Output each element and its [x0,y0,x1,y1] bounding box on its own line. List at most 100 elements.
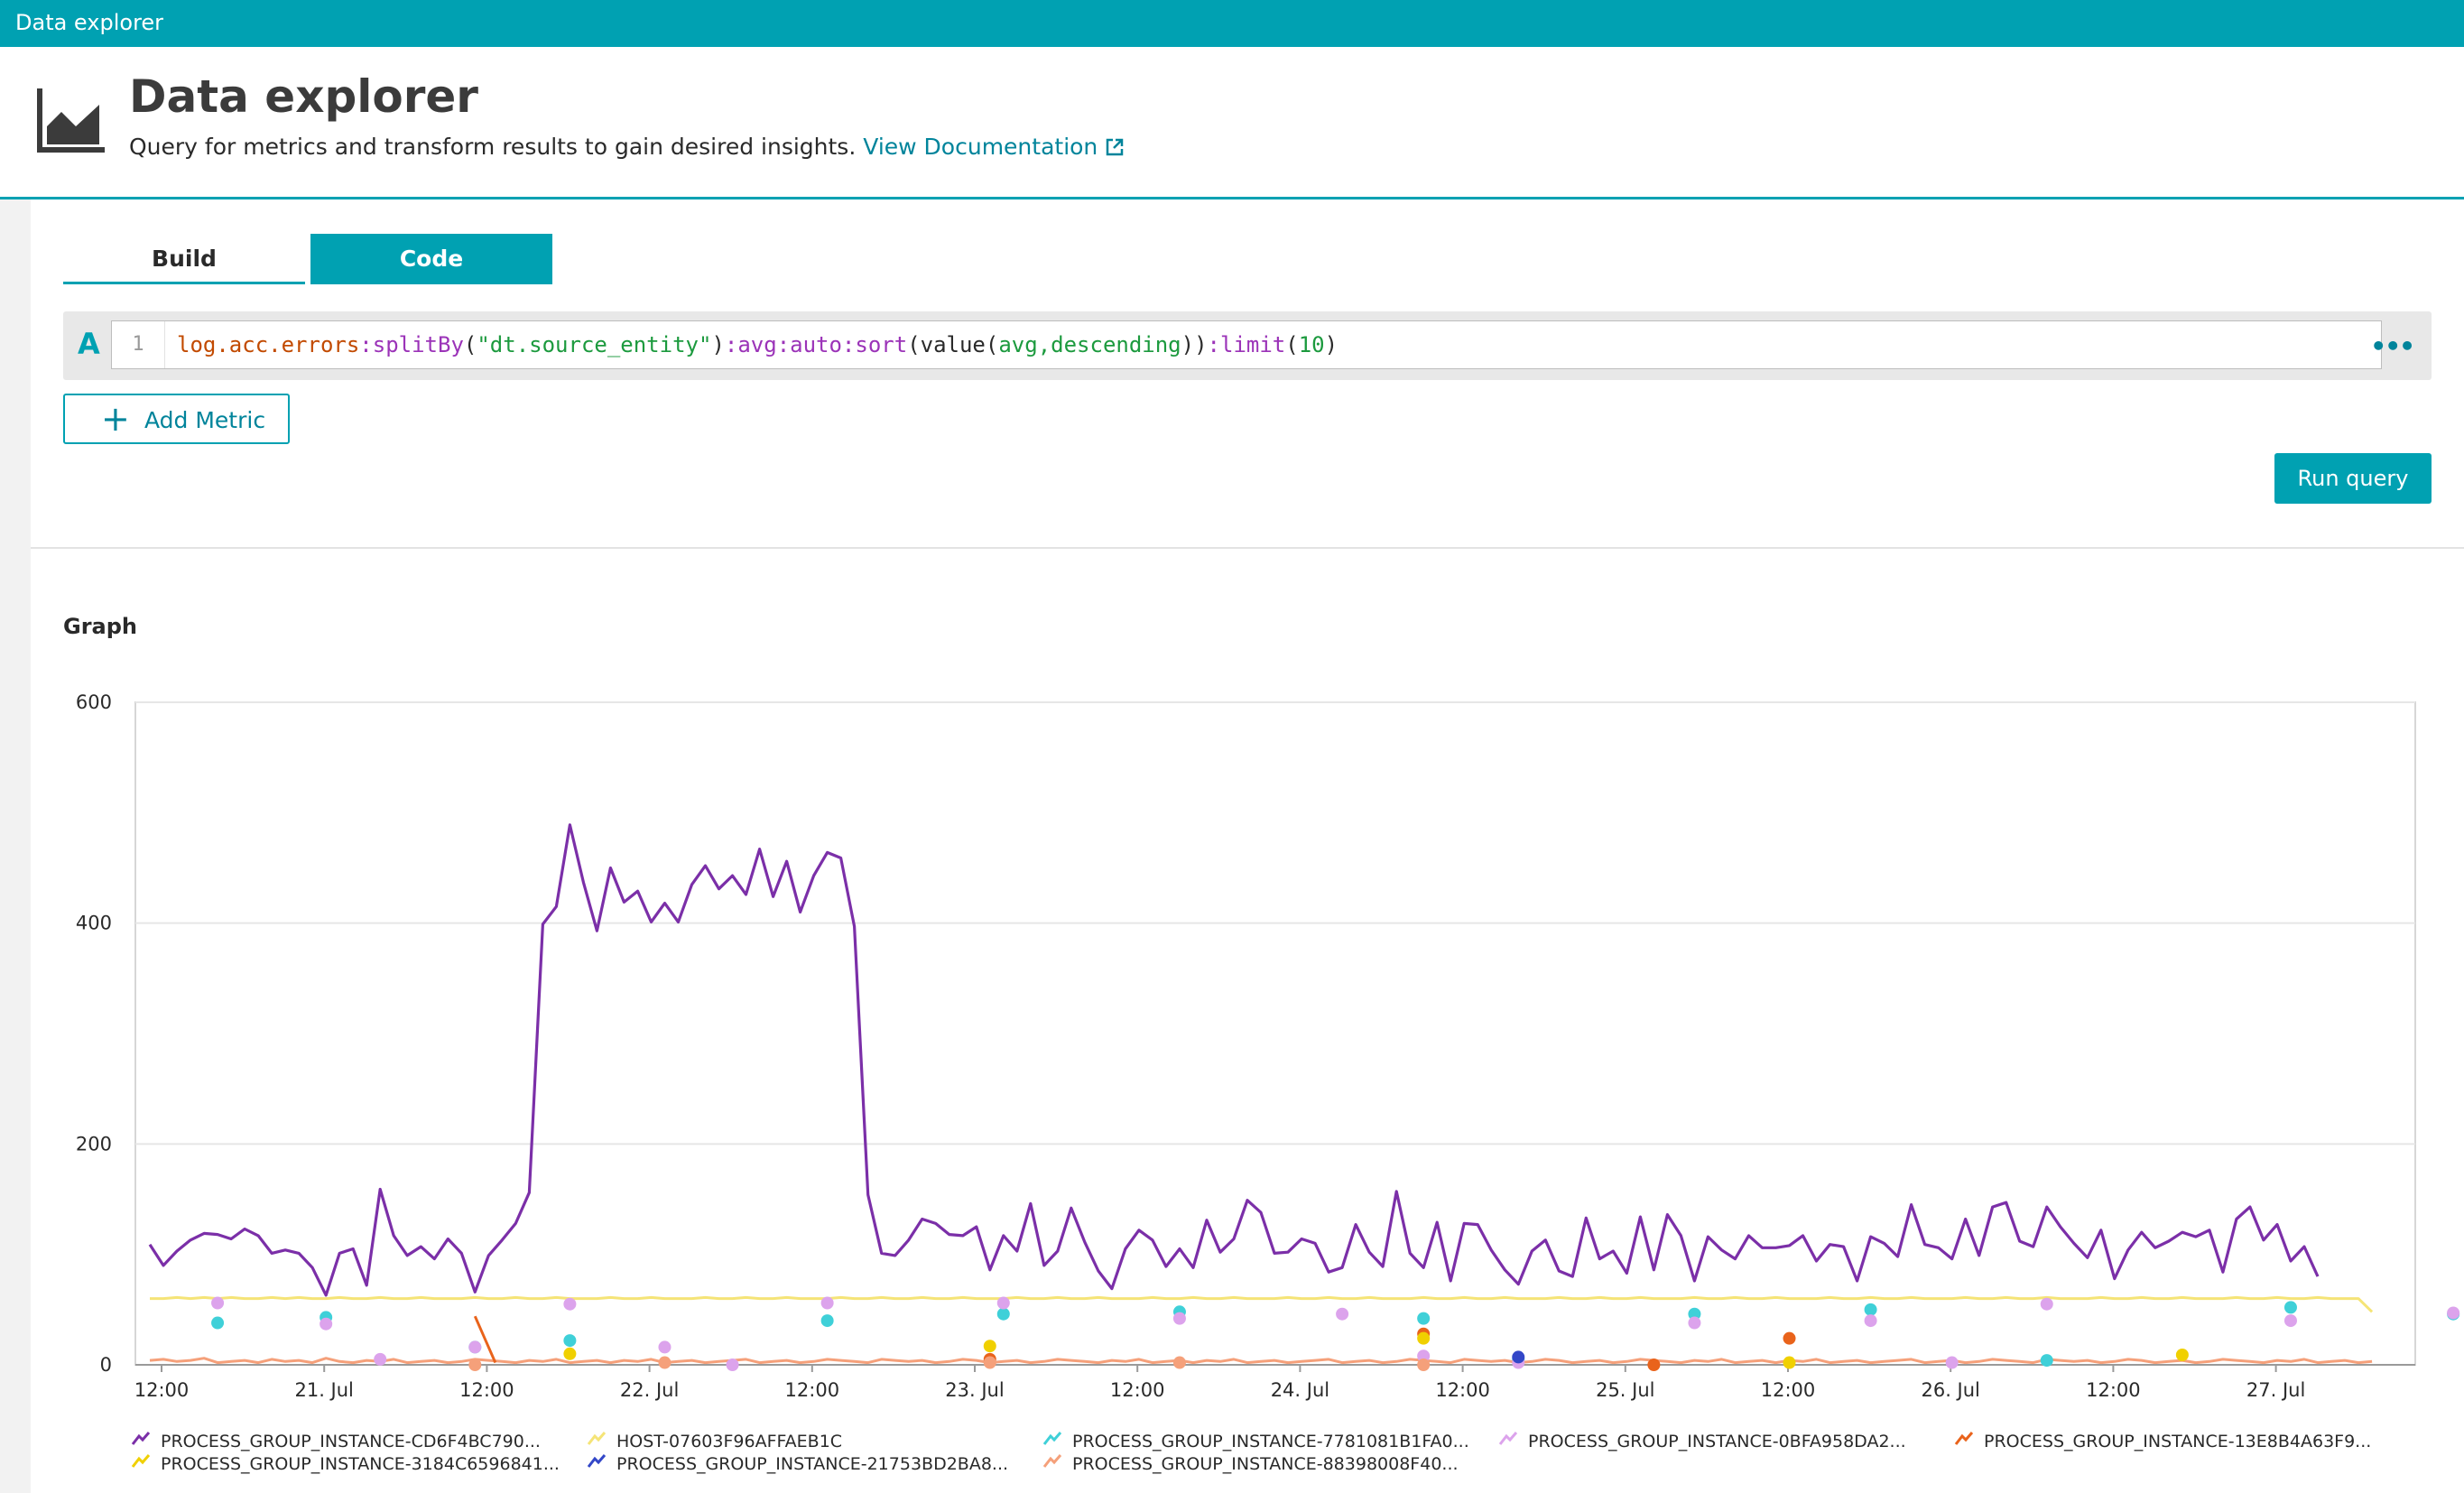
data-point [1864,1303,1877,1316]
tab-code[interactable]: Code [310,234,552,284]
data-point [563,1297,577,1311]
query-editor[interactable]: 1 log.acc.errors:splitBy("dt.source_enti… [111,320,2382,369]
subtitle-text: Query for metrics and transform results … [129,134,857,160]
query-letter: A [78,327,100,361]
graph-label: Graph [63,614,137,639]
app-topbar: Data explorer [0,0,2464,47]
data-point [2040,1297,2053,1311]
x-tick-label: 27. Jul [2246,1379,2305,1401]
query-row: A 1 log.acc.errors:splitBy("dt.source_en… [63,311,2432,380]
x-tick-label: 12:00 [1761,1379,1816,1401]
line-number: 1 [112,321,165,368]
x-tick-label: 21. Jul [294,1379,353,1401]
data-point [320,1317,333,1331]
data-point [468,1340,482,1354]
legend-swatch-icon [1954,1432,1974,1445]
legend-label: PROCESS_GROUP_INSTANCE-CD6F4BC790... [161,1432,541,1451]
data-point [1417,1349,1431,1363]
code-token: )) [1181,332,1208,357]
app-title: Data explorer [15,10,164,35]
data-point [996,1296,1010,1310]
data-point [1172,1312,1186,1325]
query-code[interactable]: log.acc.errors:splitBy("dt.source_entity… [177,321,1338,368]
page-title: Data explorer [129,70,478,123]
x-tick-label: 26. Jul [1921,1379,1979,1401]
legend-label: PROCESS_GROUP_INSTANCE-21753BD2BA8... [616,1454,1009,1474]
series-line [148,823,2320,1297]
section-divider [31,547,2464,549]
code-token: :avg:auto:sort [724,332,908,357]
data-point [1417,1312,1431,1325]
data-point [563,1347,577,1360]
x-tick-label: 25. Jul [1596,1379,1654,1401]
legend-swatch-icon [1042,1432,1062,1445]
data-point [820,1296,834,1310]
chart-legend: PROCESS_GROUP_INSTANCE-CD6F4BC790... PROC… [131,1432,2387,1486]
plus-icon: + [101,399,130,439]
legend-label: HOST-07603F96AFFAEB1C [616,1432,843,1451]
x-tick-label: 12:00 [2086,1379,2141,1401]
data-point [1172,1356,1186,1369]
x-tick-label: 12:00 [1110,1379,1165,1401]
data-point [1688,1316,1701,1330]
legend-swatch-icon [587,1454,607,1468]
legend-label: PROCESS_GROUP_INSTANCE-7781081B1FA0... [1072,1432,1469,1451]
data-point [211,1296,225,1310]
data-point [1864,1314,1877,1328]
data-point [2447,1306,2460,1320]
code-token: ( [1285,332,1299,357]
series-line [149,1357,2373,1365]
add-metric-button[interactable]: + Add Metric [63,394,290,444]
data-point [211,1316,225,1330]
data-point [468,1359,482,1371]
data-point [983,1340,996,1353]
data-point [1945,1356,1959,1369]
data-point [1512,1350,1525,1364]
data-point [658,1356,672,1369]
code-token: ( [463,332,477,357]
data-point [658,1340,672,1354]
code-token: avg,descending [998,332,1181,357]
code-token: ) [711,332,725,357]
data-point [2175,1348,2189,1361]
x-tick-label: 12:00 [785,1379,840,1401]
tab-build[interactable]: Build [63,234,305,284]
data-point [2283,1301,2297,1314]
more-horizontal-icon[interactable]: ••• [2370,331,2415,361]
y-tick-label: 400 [76,913,112,934]
legend-swatch-icon [131,1432,151,1445]
area-chart-icon [37,88,105,153]
data-point [996,1307,1010,1321]
data-point [1783,1331,1796,1345]
y-tick-label: 200 [76,1133,112,1155]
page-header: Data explorer Query for metrics and tran… [0,47,2464,199]
code-token: ) [1324,332,1339,357]
legend-swatch-icon [131,1454,151,1468]
code-token: :limit [1207,332,1286,357]
plot-frame [134,701,2416,1366]
add-metric-label: Add Metric [144,407,266,433]
code-token: 10 [1298,332,1325,357]
legend-label: PROCESS_GROUP_INSTANCE-88398008F40... [1072,1454,1459,1474]
data-point [563,1334,577,1348]
code-token: log.acc.errors [177,332,360,357]
legend-label: PROCESS_GROUP_INSTANCE-3184C6596841... [161,1454,560,1474]
code-token: "dt.source_entity" [477,332,712,357]
x-tick-label: 24. Jul [1271,1379,1329,1401]
view-documentation-link[interactable]: View Documentation [863,134,1098,160]
data-point [2040,1354,2053,1368]
data-point [1688,1307,1701,1321]
series-line [473,1315,497,1364]
data-point [1417,1331,1431,1345]
x-tick-label: 12:00 [459,1379,514,1401]
external-link-icon [1107,138,1124,156]
data-point [1417,1359,1431,1371]
legend-label: PROCESS_GROUP_INSTANCE-13E8B4A63F9... [1984,1432,2372,1451]
x-tick-label: 22. Jul [620,1379,679,1401]
series-line [150,1295,2374,1313]
x-tick-label: 12:00 [1435,1379,1490,1401]
run-query-button[interactable]: Run query [2274,453,2432,504]
left-gutter [0,199,31,1493]
page-subtitle: Query for metrics and transform results … [129,134,1125,160]
data-point [983,1356,996,1369]
